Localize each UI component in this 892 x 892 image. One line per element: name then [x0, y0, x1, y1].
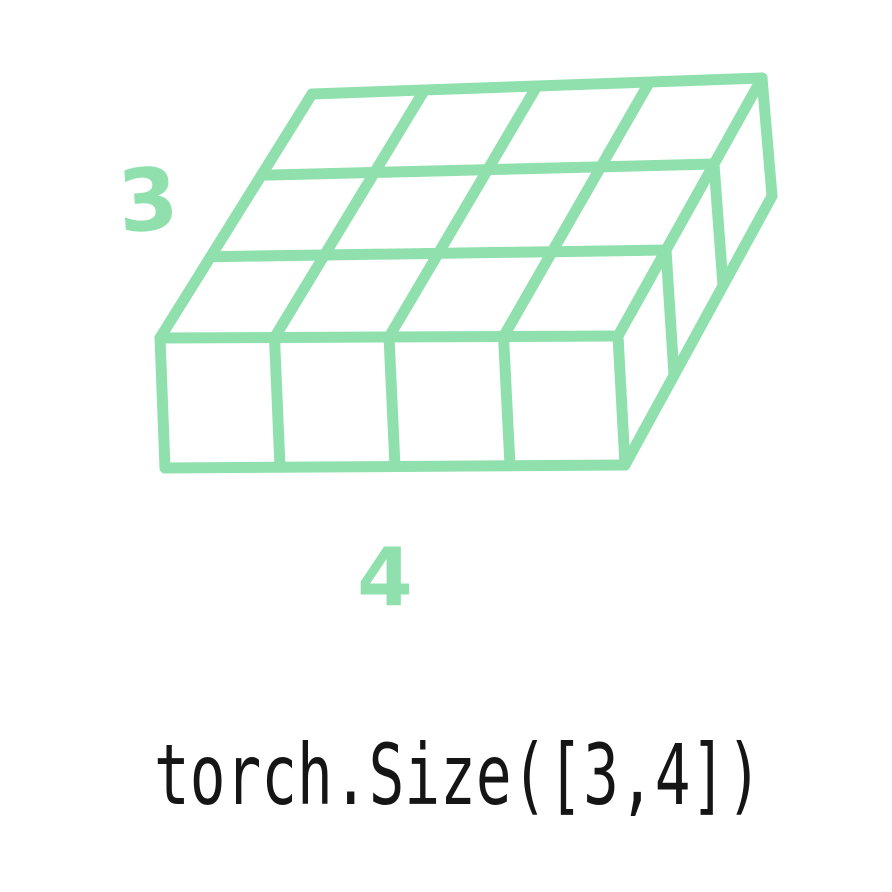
shape-caption: torch.Size([3,4])	[154, 726, 762, 824]
front-face-vertical-line	[612, 330, 631, 471]
front-face-vertical-line	[498, 331, 516, 472]
top-face-column-line	[269, 84, 430, 343]
tensor-block	[154, 72, 778, 474]
side-face-row-line	[708, 158, 729, 292]
front-face-vertical-line	[383, 331, 401, 472]
rows-dimension-label: 3	[115, 149, 182, 253]
side-face-bottom-edge	[619, 190, 778, 471]
top-face-column-line	[612, 72, 768, 342]
front-face-vertical-line	[154, 332, 171, 474]
top-face-column-line	[154, 88, 318, 344]
side-face-back-edge	[756, 72, 778, 202]
side-face-row-line	[660, 244, 680, 381]
cols-dimension-label: 4	[357, 531, 413, 624]
top-face-column-line	[498, 76, 655, 342]
front-face-vertical-line	[269, 332, 286, 473]
top-face-column-line	[383, 80, 543, 343]
